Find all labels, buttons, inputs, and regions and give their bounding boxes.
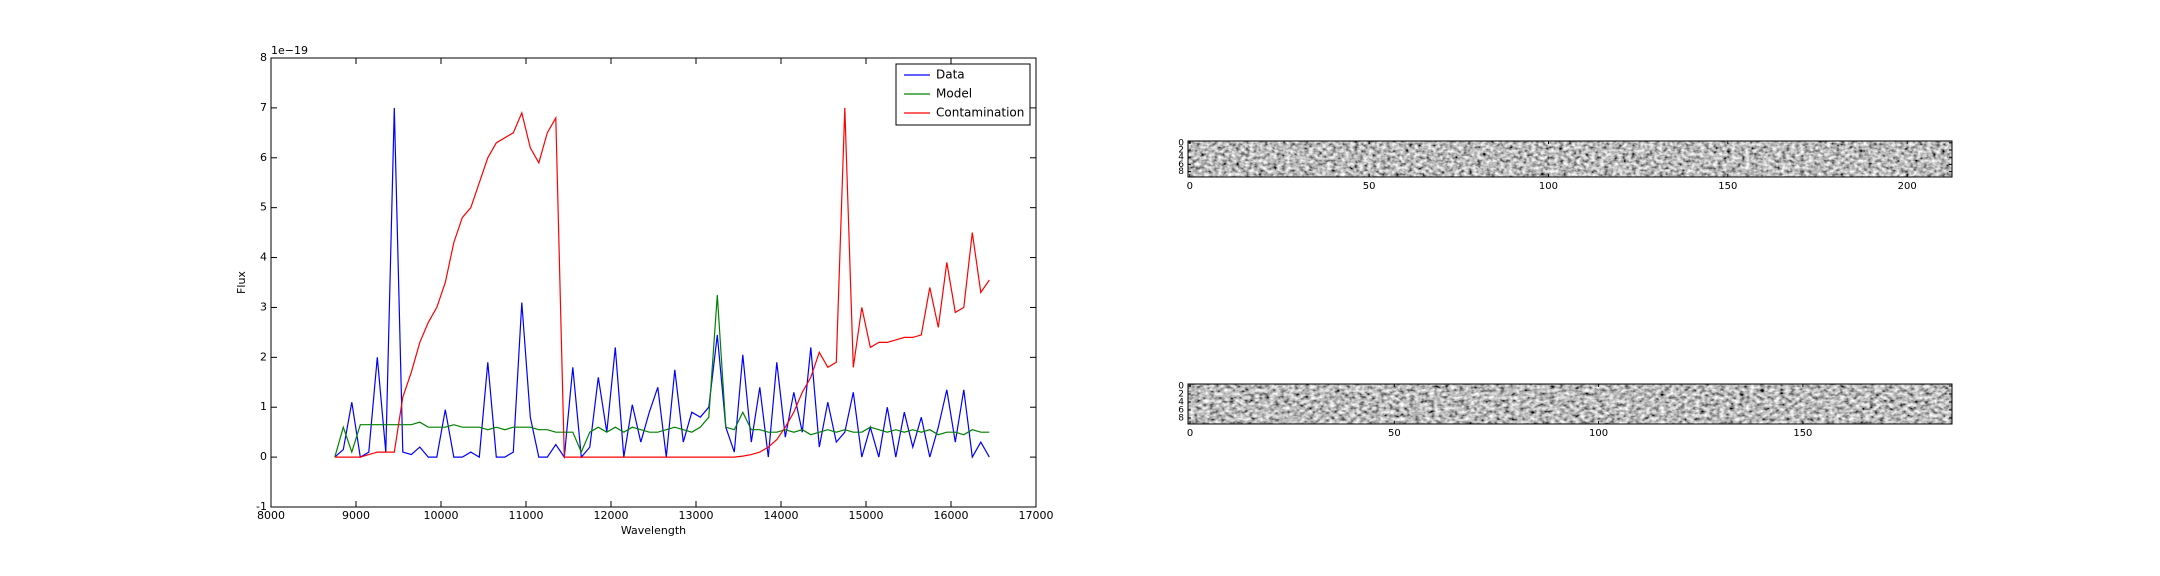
- y-tick-label: 3: [260, 300, 267, 313]
- x-tick-label: 8000: [257, 509, 285, 522]
- y-tick-label: 6: [1178, 160, 1184, 170]
- y-tick-label: 0: [260, 450, 267, 463]
- series-line: [334, 294, 990, 458]
- x-tick-label: 16000: [934, 509, 969, 522]
- y-tick-label: 4: [1178, 398, 1184, 408]
- y-tick-label: 1: [260, 400, 267, 413]
- y-tick-label: 2: [1178, 390, 1184, 400]
- x-tick-label: 10000: [424, 509, 459, 522]
- x-tick-label: 11000: [509, 509, 544, 522]
- plot-area: [334, 107, 990, 459]
- y-tick-label: 8: [260, 51, 267, 64]
- legend-label: Contamination: [936, 106, 1024, 120]
- y-tick-label: 2: [260, 350, 267, 363]
- y-axis-label: Flux: [235, 271, 248, 294]
- x-tick-label: 14000: [764, 509, 799, 522]
- y-tick-label: 5: [260, 201, 267, 214]
- x-tick-label: 17000: [1019, 509, 1054, 522]
- y-tick-label: 6: [1178, 406, 1184, 416]
- legend-label: Data: [936, 68, 965, 82]
- x-tick-label: 100: [1539, 181, 1558, 192]
- x-tick-label: 9000: [342, 509, 370, 522]
- x-tick-label: 100: [1589, 428, 1608, 439]
- y-offset-label: 1e−19: [271, 44, 308, 57]
- y-tick-label: 7: [260, 101, 267, 114]
- image: [1188, 384, 1952, 424]
- y-tick-label: 4: [260, 251, 267, 264]
- axes-frame: [1187, 383, 1953, 425]
- series-line: [334, 107, 990, 458]
- x-tick-label: 0: [1187, 428, 1193, 439]
- axes-frame: [270, 57, 1037, 508]
- x-tick-label: 0: [1187, 181, 1193, 192]
- series-line: [334, 107, 990, 459]
- y-tick-label: 8: [1178, 167, 1184, 177]
- axes-frame: [1187, 140, 1953, 178]
- y-tick-label: 0: [1178, 382, 1184, 392]
- image: [1188, 141, 1952, 177]
- y-tick-label: 8: [1178, 414, 1184, 424]
- y-tick-label: -1: [256, 500, 267, 513]
- x-tick-label: 50: [1363, 181, 1376, 192]
- y-tick-label: 4: [1178, 153, 1184, 163]
- y-tick-label: 6: [260, 151, 267, 164]
- legend-label: Model: [936, 87, 972, 101]
- x-tick-label: 150: [1718, 181, 1737, 192]
- x-tick-label: 150: [1793, 428, 1812, 439]
- x-tick-label: 50: [1388, 428, 1401, 439]
- x-tick-label: 15000: [849, 509, 884, 522]
- x-tick-label: 12000: [594, 509, 629, 522]
- y-tick-label: 2: [1178, 146, 1184, 156]
- x-axis-label: Wavelength: [621, 524, 686, 537]
- y-tick-label: 0: [1178, 138, 1184, 148]
- x-tick-label: 200: [1898, 181, 1917, 192]
- x-tick-label: 13000: [679, 509, 714, 522]
